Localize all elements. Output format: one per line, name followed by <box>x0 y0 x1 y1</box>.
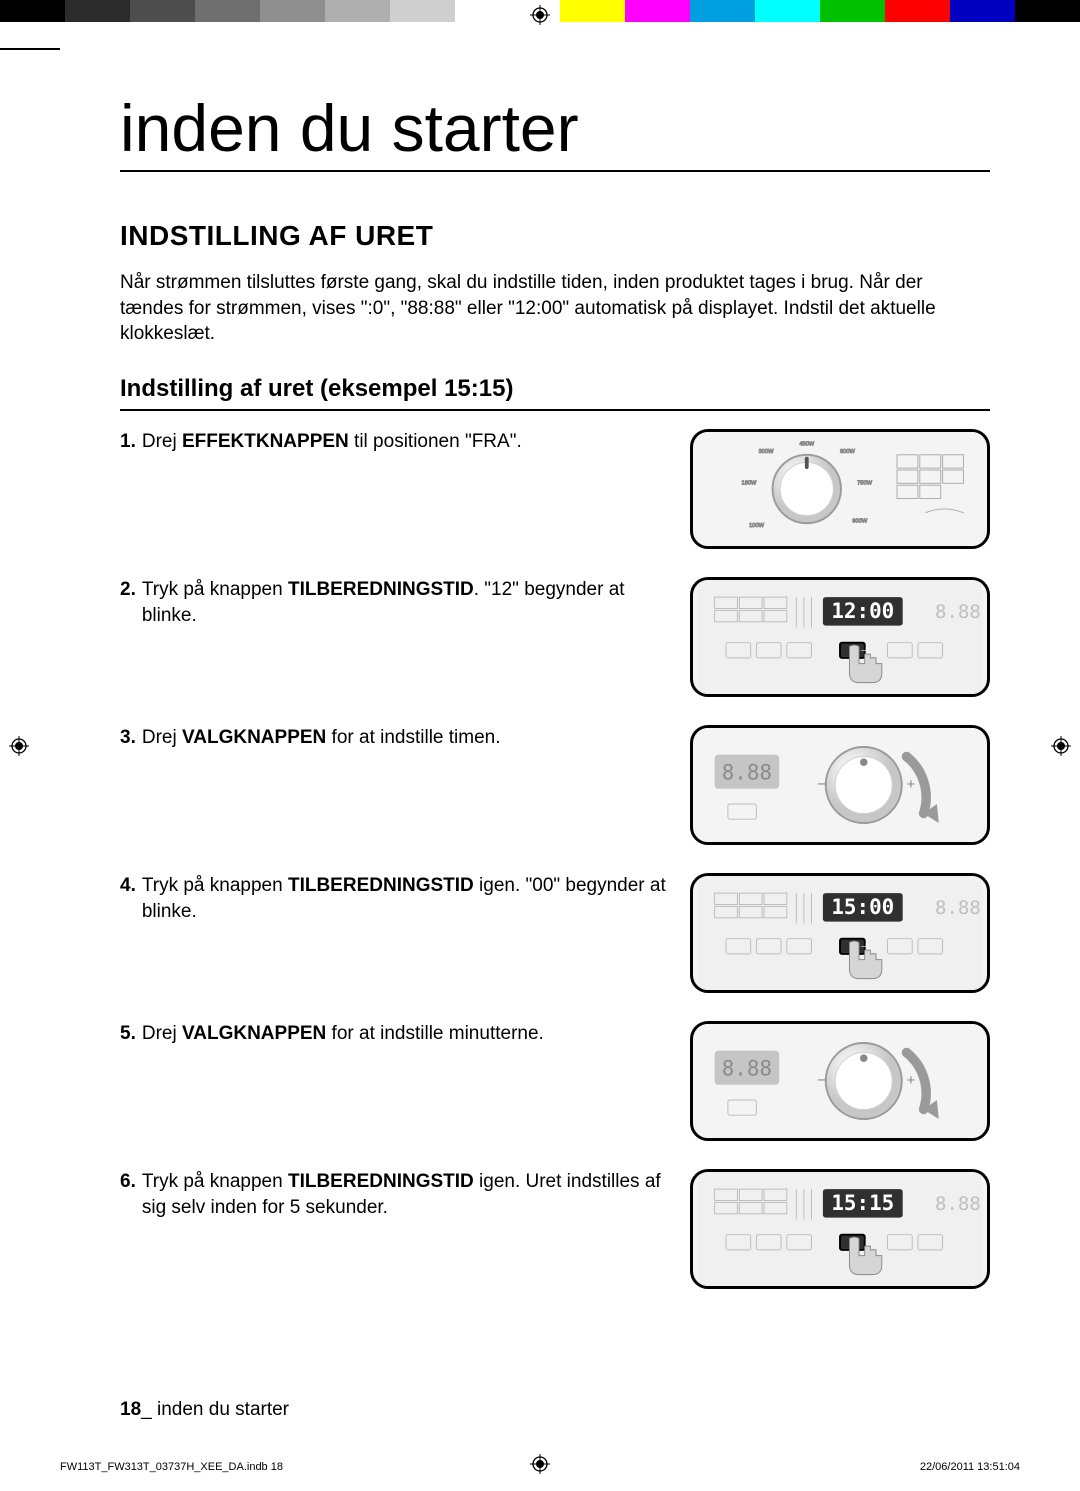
step-4-illustration: 15:00 8.88 ⊢⊣ <box>690 873 990 993</box>
step-body: Tryk på knappen TILBEREDNINGSTID igen. U… <box>142 1169 670 1220</box>
lcd-display: 15:00 <box>831 895 894 919</box>
svg-text:100W: 100W <box>749 523 764 529</box>
step-3-illustration: 8.88 − + <box>690 725 990 845</box>
svg-text:900W: 900W <box>852 518 867 524</box>
intro-paragraph: Når strømmen tilsluttes første gang, ska… <box>120 270 990 347</box>
sub-heading: Indstilling af uret (eksempel 15:15) <box>120 375 990 411</box>
crop-mark <box>0 48 60 108</box>
step-3: 3. Drej VALGKNAPPEN for at indstille tim… <box>120 725 990 845</box>
page-footer: 18_ inden du starter <box>120 1399 289 1421</box>
lcd-display: 15:15 <box>831 1191 894 1215</box>
step-body: Drej EFFEKTKNAPPEN til positionen "FRA". <box>142 429 522 455</box>
registration-mark-left <box>6 733 32 759</box>
page-content: inden du starter INDSTILLING AF URET Når… <box>120 90 990 1381</box>
source-file: FW113T_FW313T_03737H_XEE_DA.indb 18 <box>60 1461 283 1473</box>
steps-list: 1. Drej EFFEKTKNAPPEN til positionen "FR… <box>120 429 990 1289</box>
step-body: Drej VALGKNAPPEN for at indstille minutt… <box>142 1021 544 1047</box>
svg-text:−: − <box>817 1072 826 1089</box>
step-body: Tryk på knappen TILBEREDNINGSTID. "12" b… <box>142 577 670 628</box>
step-6-illustration: 15:15 8.88 ⊢⊣ <box>690 1169 990 1289</box>
step-number: 3. <box>120 725 136 751</box>
step-2-illustration: 12:00 8.88 ⊢⊣ <box>690 577 990 697</box>
page-number: 18 <box>120 1399 141 1420</box>
svg-text:750W: 750W <box>857 480 872 486</box>
svg-text:8.88: 8.88 <box>935 1193 981 1215</box>
step-number: 1. <box>120 429 136 455</box>
svg-text:−: − <box>817 776 826 793</box>
step-6: 6. Tryk på knappen TILBEREDNINGSTID igen… <box>120 1169 990 1289</box>
footer-section: _ inden du starter <box>141 1399 289 1420</box>
registration-mark-right <box>1048 733 1074 759</box>
svg-text:+: + <box>907 776 916 793</box>
svg-text:180W: 180W <box>742 480 757 486</box>
step-number: 5. <box>120 1021 136 1047</box>
power-dial-icon <box>773 455 841 523</box>
svg-text:⊢⊣: ⊢⊣ <box>852 1172 869 1175</box>
step-5-illustration: 8.88 − + <box>690 1021 990 1141</box>
lcd-placeholder-icon: 8.88 <box>935 601 981 623</box>
lcd-display: 12:00 <box>831 599 894 623</box>
section-heading: INDSTILLING AF URET <box>120 220 990 252</box>
print-timestamp: 22/06/2011 13:51:04 <box>920 1461 1020 1473</box>
step-2: 2. Tryk på knappen TILBEREDNINGSTID. "12… <box>120 577 990 697</box>
registration-mark-top <box>527 0 553 30</box>
lcd-placeholder-icon: 8.88 <box>722 760 772 784</box>
svg-text:8.88: 8.88 <box>935 897 981 919</box>
step-4: 4. Tryk på knappen TILBEREDNINGSTID igen… <box>120 873 990 993</box>
svg-text:600W: 600W <box>840 449 855 455</box>
step-body: Tryk på knappen TILBEREDNINGSTID igen. "… <box>142 873 670 924</box>
svg-text:+: + <box>907 1072 916 1089</box>
step-number: 2. <box>120 577 136 628</box>
step-number: 6. <box>120 1169 136 1220</box>
step-5: 5. Drej VALGKNAPPEN for at indstille min… <box>120 1021 990 1141</box>
svg-text:300W: 300W <box>759 449 774 455</box>
page-title: inden du starter <box>120 90 990 172</box>
step-body: Drej VALGKNAPPEN for at indstille timen. <box>142 725 501 751</box>
step-1: 1. Drej EFFEKTKNAPPEN til positionen "FR… <box>120 429 990 549</box>
svg-text:8.88: 8.88 <box>722 1056 772 1080</box>
step-1-illustration: 450W 600W 750W 900W 300W 180W 100W <box>690 429 990 549</box>
step-number: 4. <box>120 873 136 924</box>
svg-text:450W: 450W <box>799 441 814 447</box>
print-metadata: FW113T_FW313T_03737H_XEE_DA.indb 18 22/0… <box>60 1461 1020 1473</box>
